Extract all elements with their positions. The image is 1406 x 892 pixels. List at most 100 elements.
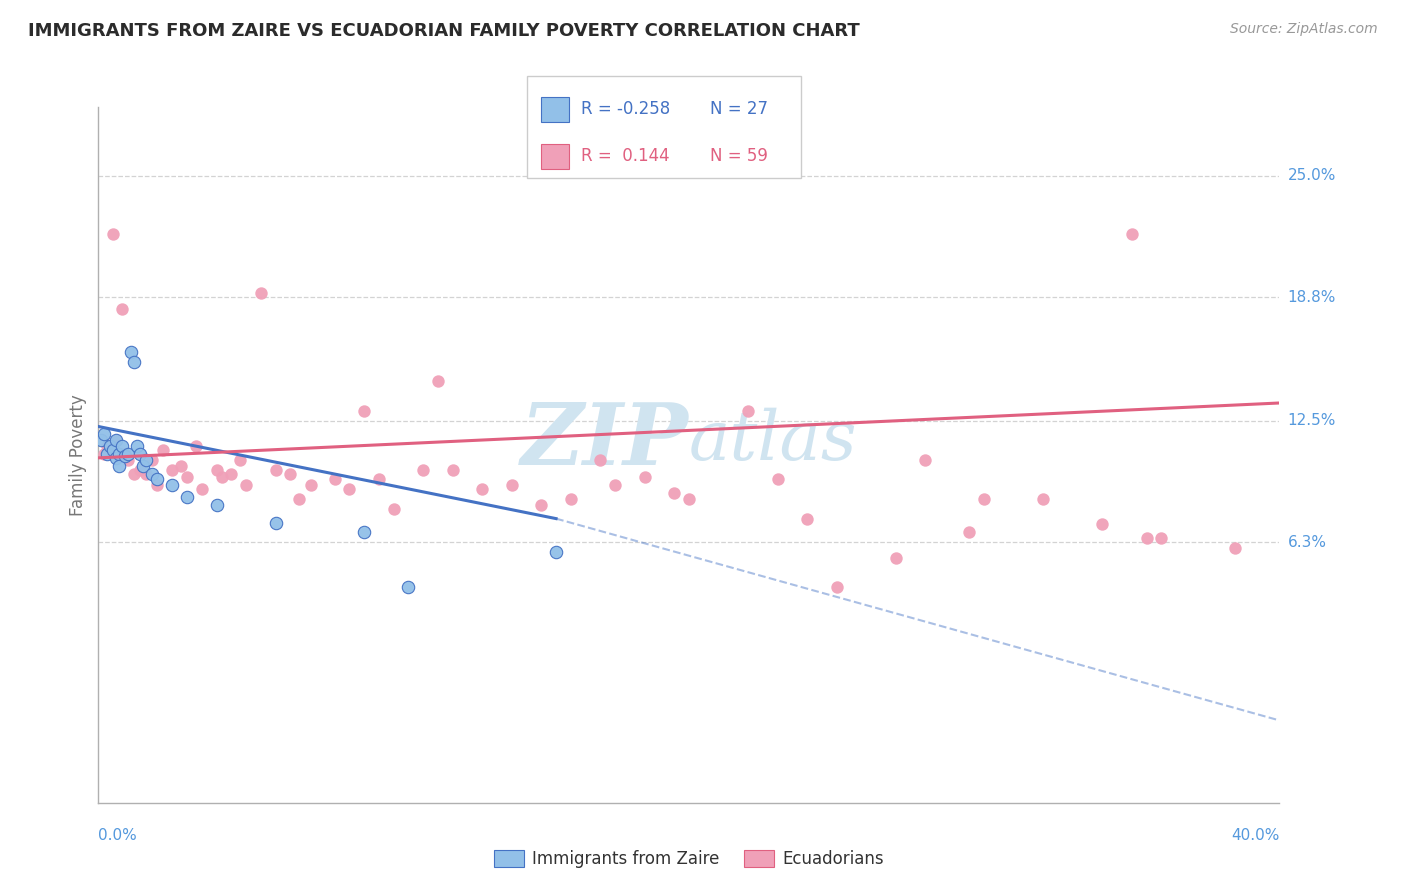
Point <box>205 462 228 476</box>
Point <box>125 439 148 453</box>
Point <box>264 516 287 530</box>
Point <box>544 545 567 559</box>
Point <box>353 404 375 418</box>
Point <box>141 467 163 481</box>
Text: IMMIGRANTS FROM ZAIRE VS ECUADORIAN FAMILY POVERTY CORRELATION CHART: IMMIGRANTS FROM ZAIRE VS ECUADORIAN FAMI… <box>28 22 860 40</box>
Point <box>973 491 995 506</box>
Point <box>162 478 183 492</box>
Point <box>122 355 145 369</box>
Point <box>382 501 405 516</box>
Point <box>678 491 700 506</box>
Point <box>176 490 198 504</box>
Point <box>1121 227 1143 242</box>
Point <box>278 467 302 481</box>
Point <box>959 525 981 540</box>
Text: 40.0%: 40.0% <box>1232 828 1279 843</box>
Point <box>105 434 128 448</box>
Point <box>103 227 125 242</box>
Point <box>90 434 112 448</box>
Text: 12.5%: 12.5% <box>1288 413 1336 428</box>
Point <box>111 301 134 316</box>
Text: R = -0.258: R = -0.258 <box>581 100 669 118</box>
Point <box>96 439 118 453</box>
Point <box>1032 491 1054 506</box>
Point <box>191 482 214 496</box>
Point <box>235 478 257 492</box>
Point <box>211 470 233 484</box>
Point <box>825 580 848 594</box>
Point <box>796 511 818 525</box>
Point <box>299 478 322 492</box>
Point <box>737 404 759 418</box>
Point <box>589 452 612 467</box>
Point <box>605 478 627 492</box>
Point <box>105 434 128 448</box>
Point <box>337 482 360 496</box>
Point <box>132 458 155 473</box>
Point <box>1150 531 1173 545</box>
Point <box>1223 541 1246 555</box>
Text: R =  0.144: R = 0.144 <box>581 147 669 165</box>
Point <box>96 447 118 461</box>
Point <box>205 498 228 512</box>
Point <box>93 447 115 461</box>
Point <box>114 447 136 461</box>
Point <box>368 472 391 486</box>
Point <box>633 470 655 484</box>
Text: 18.8%: 18.8% <box>1288 290 1336 305</box>
Point <box>396 580 419 594</box>
Point <box>117 452 139 467</box>
Point <box>219 467 242 481</box>
Point <box>128 462 150 476</box>
Text: N = 27: N = 27 <box>710 100 768 118</box>
Point <box>162 462 183 476</box>
Point <box>135 452 157 467</box>
Point <box>664 486 686 500</box>
Point <box>914 452 936 467</box>
Point <box>135 467 157 481</box>
Point <box>128 447 150 461</box>
Text: 6.3%: 6.3% <box>1288 534 1327 549</box>
Point <box>353 525 375 540</box>
Point <box>146 472 169 486</box>
Point <box>884 550 907 565</box>
Point <box>288 491 311 506</box>
Point <box>229 452 252 467</box>
Point <box>501 478 523 492</box>
Point <box>141 452 163 467</box>
Point <box>560 491 582 506</box>
Point <box>250 286 273 301</box>
Point <box>1135 531 1157 545</box>
Point <box>108 458 131 473</box>
Point <box>471 482 494 496</box>
Point <box>103 443 125 458</box>
Text: ZIP: ZIP <box>522 400 689 483</box>
Point <box>170 458 193 473</box>
Point <box>323 472 346 486</box>
Point <box>152 443 174 458</box>
Point <box>412 462 434 476</box>
Point <box>111 439 134 453</box>
Point <box>530 498 553 512</box>
Y-axis label: Family Poverty: Family Poverty <box>69 394 87 516</box>
Point <box>1091 517 1114 532</box>
Point <box>93 427 115 442</box>
Point <box>264 462 287 476</box>
Point <box>98 439 121 453</box>
Text: N = 59: N = 59 <box>710 147 768 165</box>
Text: 25.0%: 25.0% <box>1288 168 1336 183</box>
Point <box>108 447 131 461</box>
Text: atlas: atlas <box>689 408 858 475</box>
Point <box>146 478 169 492</box>
Text: Source: ZipAtlas.com: Source: ZipAtlas.com <box>1230 22 1378 37</box>
Point <box>441 462 464 476</box>
Point <box>427 375 450 389</box>
Point <box>122 467 145 481</box>
Legend: Immigrants from Zaire, Ecuadorians: Immigrants from Zaire, Ecuadorians <box>486 843 891 874</box>
Point <box>114 449 136 463</box>
Point <box>766 472 789 486</box>
Point <box>117 447 139 461</box>
Point <box>105 450 128 465</box>
Point <box>120 345 142 359</box>
Point <box>184 439 207 453</box>
